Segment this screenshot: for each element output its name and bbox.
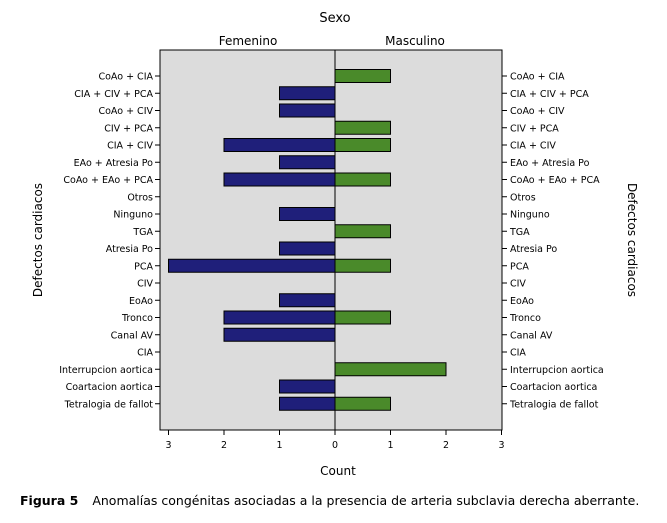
bar-femenino — [279, 379, 336, 394]
y-tick-label-right: Tronco — [509, 313, 541, 324]
y-tick-label-right: Atresia Po — [510, 244, 557, 255]
panel-label-masculino: Masculino — [385, 34, 445, 48]
y-tick-label-right: Ninguno — [510, 210, 550, 221]
y-tick-label-left: Otros — [127, 192, 153, 203]
y-axis-label-left: Defectos cardiacos — [31, 183, 45, 297]
y-tick-label-right: Tetralogia de fallot — [509, 399, 599, 410]
y-tick-label-left: Interrupcion aortica — [59, 365, 153, 376]
x-tick-label: 1 — [387, 440, 393, 451]
bar-masculino — [334, 69, 391, 83]
x-tick-label: 3 — [498, 440, 504, 451]
bar-femenino — [279, 207, 336, 221]
bar-masculino — [334, 172, 391, 187]
bar-masculino — [334, 138, 391, 152]
y-tick-label-right: CIA + CIV + PCA — [510, 89, 589, 100]
y-tick-label-right: CIV + PCA — [510, 123, 559, 134]
bar-femenino — [279, 293, 336, 308]
bar-masculino — [334, 396, 391, 411]
y-tick-label-right: CIA — [510, 348, 526, 359]
figure-label: Figura 5 — [20, 493, 79, 508]
y-tick-label-left: Canal AV — [111, 330, 154, 341]
y-tick-label-right: Canal AV — [510, 330, 553, 341]
y-tick-label-left: TGA — [132, 227, 153, 238]
x-tick-label: 2 — [443, 440, 449, 451]
x-tick-label: 0 — [332, 440, 338, 451]
bar-femenino — [279, 396, 336, 411]
y-tick-label-right: CoAo + CIV — [510, 106, 565, 117]
y-tick-label-left: PCA — [134, 261, 153, 272]
y-tick-label-right: PCA — [510, 261, 529, 272]
bar-femenino — [168, 258, 336, 273]
y-tick-label-left: CoAo + EAo + PCA — [63, 175, 153, 186]
x-tick-label: 1 — [276, 440, 282, 451]
bar-femenino — [223, 310, 336, 325]
bar-femenino — [279, 86, 336, 101]
y-tick-label-right: CIA + CIV — [510, 141, 556, 152]
panel-label-femenino: Femenino — [219, 34, 278, 48]
y-tick-label-right: Coartacion aortica — [510, 382, 597, 393]
y-tick-label-left: CIV — [137, 279, 153, 290]
bar-femenino — [279, 103, 336, 118]
figure-caption: Figura 5 Anomalías congénitas asociadas a… — [20, 493, 639, 508]
y-tick-label-right: Otros — [510, 192, 536, 203]
y-axis-label-right: Defectos cardiacos — [625, 183, 639, 297]
figure-caption-text: Anomalías congénitas asociadas a la pres… — [92, 493, 640, 508]
y-tick-label-left: Coartacion aortica — [66, 382, 153, 393]
y-tick-label-right: TGA — [509, 227, 530, 238]
bar-masculino — [334, 310, 391, 325]
bar-masculino — [334, 362, 447, 377]
y-tick-label-left: Ninguno — [113, 210, 153, 221]
y-tick-label-left: CoAo + CIA — [98, 72, 153, 83]
y-tick-label-right: EoAo — [510, 296, 534, 307]
bar-masculino — [334, 258, 391, 273]
x-tick-label: 3 — [165, 440, 171, 451]
y-tick-label-left: CIA — [137, 348, 153, 359]
y-tick-label-right: EAo + Atresia Po — [510, 158, 590, 169]
y-tick-label-right: CoAo + CIA — [510, 72, 565, 83]
bar-femenino — [223, 327, 336, 342]
bar-femenino — [279, 241, 336, 256]
y-tick-label-left: Tetralogia de fallot — [64, 399, 154, 410]
y-tick-label-left: EAo + Atresia Po — [74, 158, 154, 169]
y-tick-label-left: Atresia Po — [106, 244, 153, 255]
chart-title: Sexo — [319, 11, 350, 26]
y-tick-label-right: CoAo + EAo + PCA — [510, 175, 600, 186]
y-tick-label-left: Tronco — [121, 313, 153, 324]
bar-femenino — [223, 138, 336, 152]
y-tick-label-right: Interrupcion aortica — [510, 365, 604, 376]
y-tick-label-right: CIV — [510, 279, 526, 290]
y-tick-label-left: CIV + PCA — [104, 123, 153, 134]
y-tick-label-left: CoAo + CIV — [98, 106, 153, 117]
y-tick-label-left: CIA + CIV + PCA — [74, 89, 153, 100]
x-axis-label: Count — [320, 464, 356, 478]
bar-femenino — [223, 172, 336, 187]
x-tick-label: 2 — [221, 440, 227, 451]
y-tick-label-left: CIA + CIV — [107, 141, 153, 152]
bar-masculino — [334, 224, 391, 239]
y-tick-label-left: EoAo — [129, 296, 153, 307]
chart: Sexo Femenino Masculino CoAo + CIA CoAo +… — [31, 11, 639, 478]
bar-masculino — [334, 120, 391, 135]
bar-femenino — [279, 155, 336, 170]
